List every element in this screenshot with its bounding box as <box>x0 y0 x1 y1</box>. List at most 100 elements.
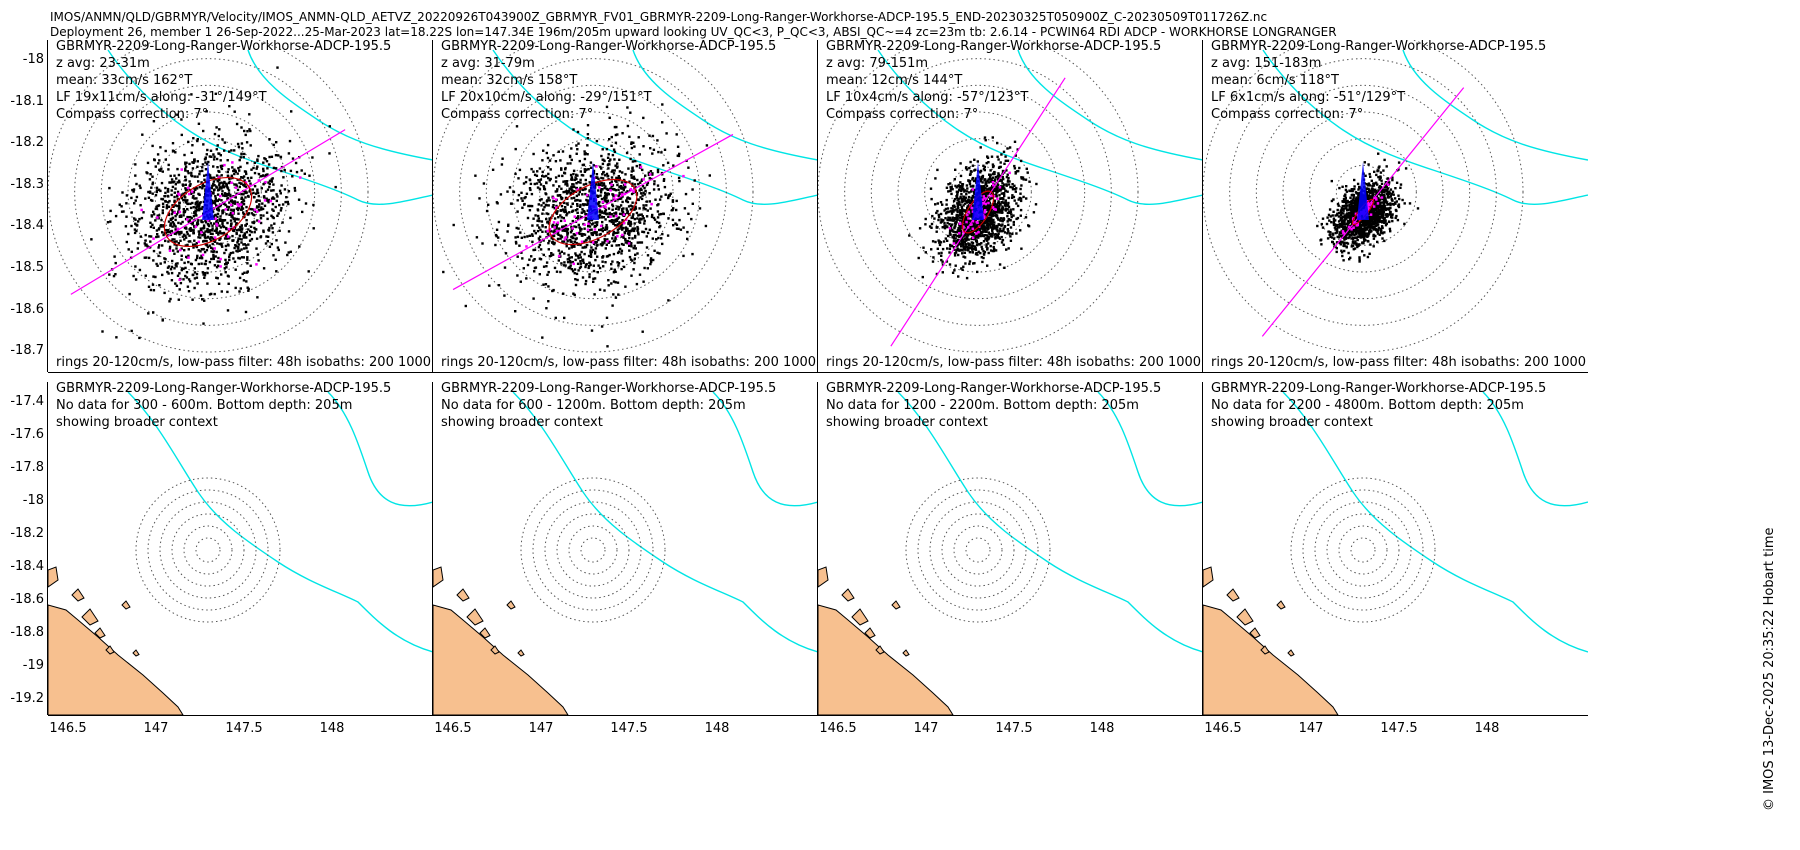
x-tick-label: 146.5 <box>1204 721 1242 736</box>
x-tick-label: 147 <box>528 721 554 736</box>
plot-area <box>818 40 1203 353</box>
y-tick-label: -18 <box>22 52 44 67</box>
x-tick-label: 148 <box>1089 721 1115 736</box>
isobath-line <box>512 391 818 653</box>
y-tick-label: -19.2 <box>10 690 44 706</box>
island <box>864 627 876 639</box>
speed-ring <box>897 111 1059 273</box>
progressive-vector <box>587 162 599 220</box>
panel-title: GBRMYR-2209-Long-Ranger-Workhorse-ADCP-1… <box>826 382 1162 396</box>
y-axis-line <box>432 382 433 715</box>
speed-ring <box>100 84 316 300</box>
island <box>105 645 115 655</box>
panel-bottom-4: GBRMYR-2209-Long-Ranger-Workhorse-ADCP-1… <box>1203 382 1588 715</box>
coastline-land <box>433 604 569 715</box>
speed-ring <box>183 525 233 575</box>
isobath-line <box>247 49 433 161</box>
x-tick-label: 147.5 <box>995 721 1033 736</box>
island <box>891 600 901 610</box>
panel-info-line: No data for 1200 - 2200m. Bottom depth: … <box>826 398 1139 413</box>
progressive-vector <box>1357 162 1369 220</box>
deployment-info: Deployment 26, member 1 26-Sep-2022...25… <box>50 25 1337 39</box>
plot-area <box>1203 40 1588 353</box>
variance-ellipse <box>163 176 253 248</box>
velocity-scatter <box>442 103 711 348</box>
panel-info-line: LF 6x1cm/s along: -51°/129°T <box>1211 90 1406 105</box>
island <box>1287 649 1295 657</box>
isobath-line <box>877 49 1203 205</box>
panel-info-line: mean: 33cm/s 162°T <box>56 73 193 88</box>
y-tick-label: -18.8 <box>10 624 44 640</box>
panel-bottom-1: GBRMYR-2209-Long-Ranger-Workhorse-ADCP-1… <box>48 382 433 715</box>
coastline-land <box>1203 604 1339 715</box>
panel-annotation: GBRMYR-2209-Long-Ranger-Workhorse-ADCP-1… <box>441 40 776 123</box>
speed-ring <box>459 58 727 326</box>
x-axis-line <box>1203 715 1588 716</box>
y-tick-label: -18.1 <box>10 93 44 109</box>
speed-ring <box>512 111 674 273</box>
island <box>456 588 470 602</box>
island <box>132 649 140 657</box>
speed-ring <box>1338 525 1388 575</box>
y-axis-line <box>1202 382 1203 715</box>
isobath-line <box>1097 391 1203 507</box>
panel-info-line: z avg: 79-151m <box>826 56 929 71</box>
panel-annotation: GBRMYR-2209-Long-Ranger-Workhorse-ADCP-1… <box>1211 40 1546 123</box>
panel-info-line: No data for 2200 - 4800m. Bottom depth: … <box>1211 398 1524 413</box>
panel-annotation: GBRMYR-2209-Long-Ranger-Workhorse-ADCP-1… <box>56 382 391 431</box>
panel-top-1: GBRMYR-2209-Long-Ranger-Workhorse-ADCP-1… <box>48 40 433 372</box>
x-axis-line <box>48 715 433 716</box>
x-tick-label: 147.5 <box>1380 721 1418 736</box>
x-tick-label: 148 <box>704 721 730 736</box>
panel-title: GBRMYR-2209-Long-Ranger-Workhorse-ADCP-1… <box>441 40 777 54</box>
speed-ring <box>171 513 245 587</box>
isobath-line <box>492 49 818 205</box>
variance-ellipse <box>961 190 995 234</box>
speed-ring <box>1314 501 1412 599</box>
coastline-land <box>818 566 829 588</box>
isobath-line <box>1482 391 1588 507</box>
speed-ring <box>844 58 1112 326</box>
island <box>1260 645 1270 655</box>
y-tick-label: -18 <box>22 492 44 508</box>
x-axis-line <box>48 372 433 373</box>
panel-info-line: mean: 12cm/s 144°T <box>826 73 963 88</box>
island <box>1226 588 1240 602</box>
isobath-line <box>327 391 433 507</box>
speed-ring <box>818 40 1139 353</box>
speed-ring <box>924 138 1032 246</box>
panel-annotation: GBRMYR-2209-Long-Ranger-Workhorse-ADCP-1… <box>441 382 776 431</box>
island <box>490 645 500 655</box>
velocity-scatter <box>908 136 1038 280</box>
panel-info-line: z avg: 151-183m <box>1211 56 1322 71</box>
panel-info-line: Compass correction: 7° <box>1211 107 1364 122</box>
speed-ring <box>195 537 221 563</box>
x-tick-label: 148 <box>319 721 345 736</box>
island <box>1249 627 1261 639</box>
speed-ring <box>532 489 654 611</box>
panel-footer: rings 20-120cm/s, low-pass filter: 48h i… <box>56 355 433 370</box>
copyright-stamp: © IMOS 13-Dec-2025 20:35:22 Hobart time <box>1762 527 1777 811</box>
x-tick-label: 147.5 <box>610 721 648 736</box>
y-axis-line <box>817 40 818 372</box>
speed-ring <box>1255 84 1471 300</box>
panel-info-line: z avg: 23-31m <box>56 56 150 71</box>
plot-area <box>1203 391 1588 715</box>
speed-ring <box>433 40 754 353</box>
speed-ring <box>953 525 1003 575</box>
y-tick-label: -18.3 <box>10 176 44 192</box>
island <box>1236 608 1254 626</box>
panel-footer: rings 20-120cm/s, low-pass filter: 48h i… <box>441 355 818 370</box>
speed-ring <box>568 525 618 575</box>
y-axis-line <box>1202 40 1203 372</box>
panel-title: GBRMYR-2209-Long-Ranger-Workhorse-ADCP-1… <box>1211 382 1547 396</box>
y-tick-label: -18.6 <box>10 591 44 607</box>
island <box>121 600 131 610</box>
speed-ring <box>1203 40 1524 353</box>
speed-ring <box>1309 138 1417 246</box>
isobath-line <box>1402 49 1588 161</box>
coastline-land <box>48 566 59 588</box>
speed-ring <box>544 501 642 599</box>
isobath-line <box>712 391 818 507</box>
panel-info-line: LF 19x11cm/s along: -31°/149°T <box>56 90 267 105</box>
